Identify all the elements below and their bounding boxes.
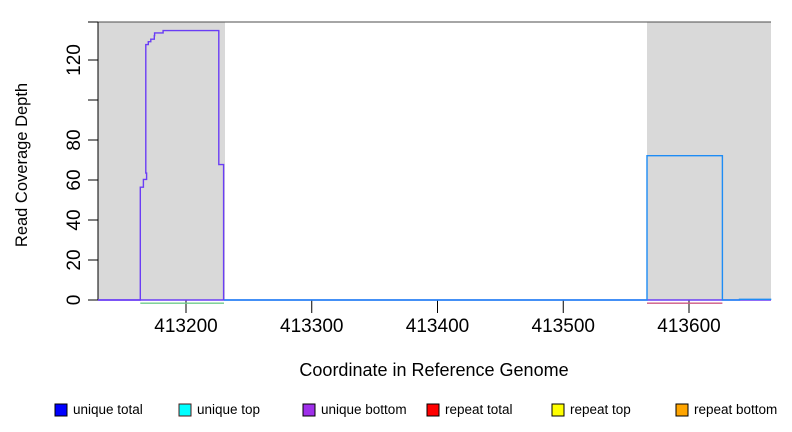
svg-text:Read Coverage Depth: Read Coverage Depth [13,83,31,247]
svg-text:413500: 413500 [532,316,595,337]
svg-text:Coordinate in Reference Genome: Coordinate in Reference Genome [299,360,568,380]
svg-text:repeat bottom: repeat bottom [694,402,777,417]
svg-text:unique bottom: unique bottom [321,402,407,417]
svg-text:repeat top: repeat top [570,402,631,417]
svg-text:40: 40 [64,209,85,230]
svg-text:0: 0 [64,295,85,306]
svg-text:20: 20 [64,249,85,270]
svg-text:413400: 413400 [406,316,469,337]
svg-text:120: 120 [64,44,85,76]
svg-text:413300: 413300 [280,316,343,337]
svg-text:80: 80 [64,129,85,150]
svg-text:413600: 413600 [657,316,720,337]
svg-text:unique total: unique total [73,402,143,417]
svg-text:413200: 413200 [154,316,217,337]
svg-text:repeat total: repeat total [445,402,513,417]
svg-text:60: 60 [64,169,85,190]
svg-text:unique top: unique top [197,402,260,417]
